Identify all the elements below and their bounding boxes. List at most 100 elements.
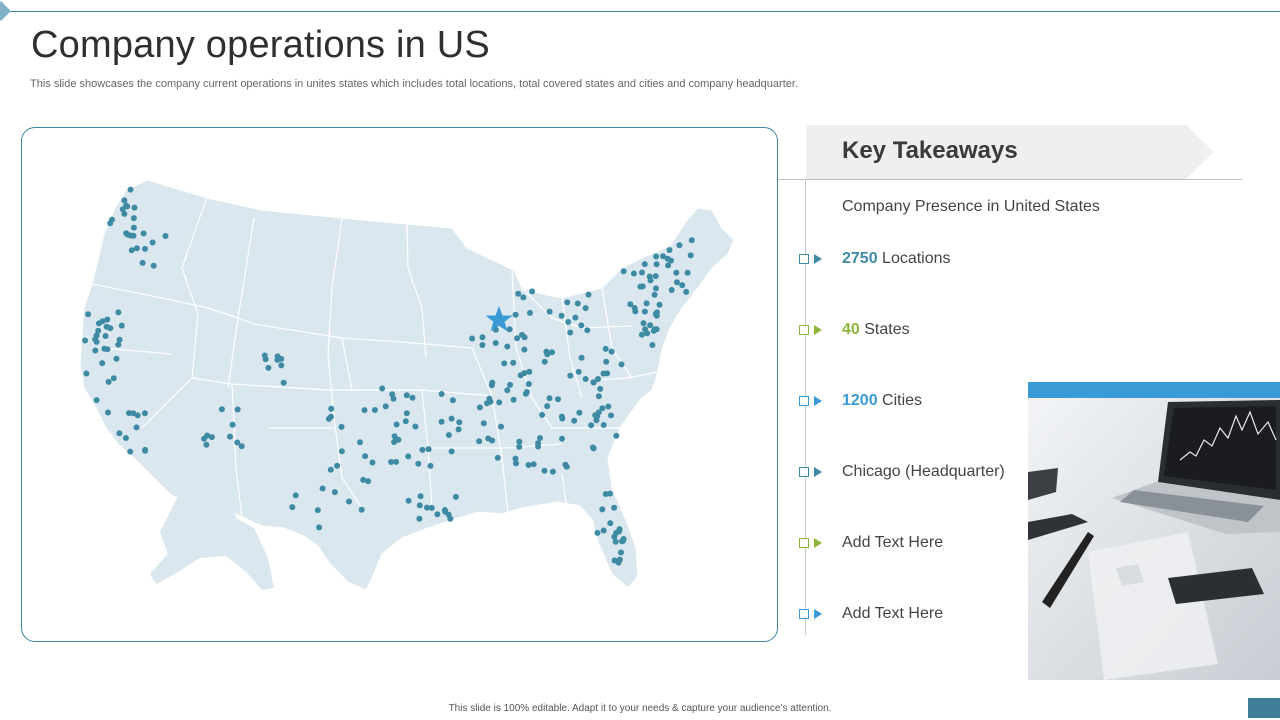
takeaway-value: 40 — [842, 321, 860, 338]
location-dot — [600, 422, 607, 428]
location-dot — [611, 533, 618, 540]
location-dot — [630, 270, 637, 277]
location-dot — [546, 308, 553, 315]
location-dot — [496, 399, 503, 406]
location-dot — [319, 485, 326, 492]
location-dot — [360, 476, 367, 483]
location-dot — [208, 434, 215, 441]
location-dot — [389, 391, 396, 398]
location-dot — [391, 433, 398, 440]
location-dot — [417, 493, 424, 500]
location-dot — [525, 381, 532, 387]
corner-accent-box — [1248, 698, 1280, 718]
location-dot — [605, 403, 612, 410]
location-dot — [124, 203, 131, 210]
location-dot — [438, 391, 445, 397]
location-dot — [647, 277, 654, 284]
location-dot — [644, 330, 651, 337]
location-dot — [504, 343, 511, 350]
location-dot — [479, 342, 486, 348]
location-dot — [546, 395, 553, 402]
location-dot — [371, 407, 378, 413]
location-dot — [498, 423, 504, 430]
location-dot — [118, 322, 125, 329]
location-dot — [409, 394, 416, 401]
location-dot — [597, 385, 604, 392]
location-dot — [673, 269, 680, 276]
location-dot — [403, 392, 410, 399]
location-dot — [390, 395, 397, 402]
location-dot — [358, 506, 365, 513]
location-dot — [578, 354, 585, 361]
location-dot — [445, 432, 452, 438]
corner-diamond-icon — [0, 1, 11, 21]
location-dot — [234, 439, 241, 446]
location-dot — [639, 283, 646, 290]
location-dot — [567, 329, 574, 336]
location-dot — [361, 407, 368, 414]
takeaway-item-placeholder-1: Add Text Here — [799, 532, 943, 554]
location-dot — [234, 406, 241, 413]
location-dot — [448, 415, 455, 422]
location-dot — [687, 252, 694, 259]
location-dot — [274, 356, 281, 363]
takeaway-item-headquarter: Chicago (Headquarter) — [799, 461, 1005, 483]
location-dot — [369, 459, 376, 466]
footer-note: This slide is 100% editable. Adapt it to… — [448, 703, 832, 714]
location-dot — [589, 444, 596, 451]
location-dot — [425, 446, 432, 453]
location-dot — [611, 504, 618, 511]
location-dot — [346, 498, 352, 505]
takeaway-value: 2750 — [842, 250, 878, 267]
location-dot — [512, 455, 519, 462]
location-dot — [128, 247, 135, 254]
location-dot — [595, 376, 601, 382]
location-dot — [544, 403, 551, 410]
location-dot — [328, 413, 334, 420]
location-dot — [484, 400, 490, 407]
location-dot — [82, 337, 89, 344]
location-dot — [428, 504, 435, 511]
location-dot — [116, 430, 123, 437]
location-dot — [328, 405, 335, 412]
location-dot — [627, 301, 634, 308]
page-title: Company operations in US — [31, 24, 490, 66]
location-dot — [653, 253, 660, 260]
location-dot — [488, 382, 495, 389]
location-dot — [119, 206, 126, 213]
location-dot — [555, 396, 561, 403]
location-dot — [449, 397, 456, 404]
key-takeaways-header — [806, 125, 1216, 179]
location-dot — [604, 370, 611, 377]
location-dot — [516, 443, 523, 450]
location-dot — [130, 410, 137, 417]
location-dot — [666, 247, 673, 253]
location-dot — [334, 462, 341, 469]
location-dot — [485, 435, 492, 442]
location-dot — [549, 349, 555, 356]
location-dot — [522, 390, 529, 397]
location-dot — [653, 326, 660, 333]
location-dot — [519, 331, 525, 338]
location-dot — [574, 300, 581, 307]
location-dot — [539, 411, 546, 418]
location-dot — [126, 410, 132, 416]
location-dot — [438, 418, 445, 425]
location-dot — [593, 417, 600, 424]
location-dot — [416, 515, 423, 522]
location-dot — [654, 309, 660, 316]
location-dot — [393, 458, 400, 465]
location-dot — [427, 462, 434, 469]
location-dot — [618, 361, 625, 368]
location-dot — [572, 314, 579, 321]
location-dot — [576, 409, 583, 416]
location-dot — [113, 355, 120, 362]
location-dot — [110, 375, 117, 382]
location-dot — [150, 262, 157, 269]
bullet-arrow-icon — [799, 465, 825, 479]
location-dot — [314, 507, 321, 514]
location-dot — [455, 426, 462, 433]
location-dot — [494, 454, 501, 461]
location-dot — [121, 210, 128, 217]
location-dot — [640, 320, 647, 327]
